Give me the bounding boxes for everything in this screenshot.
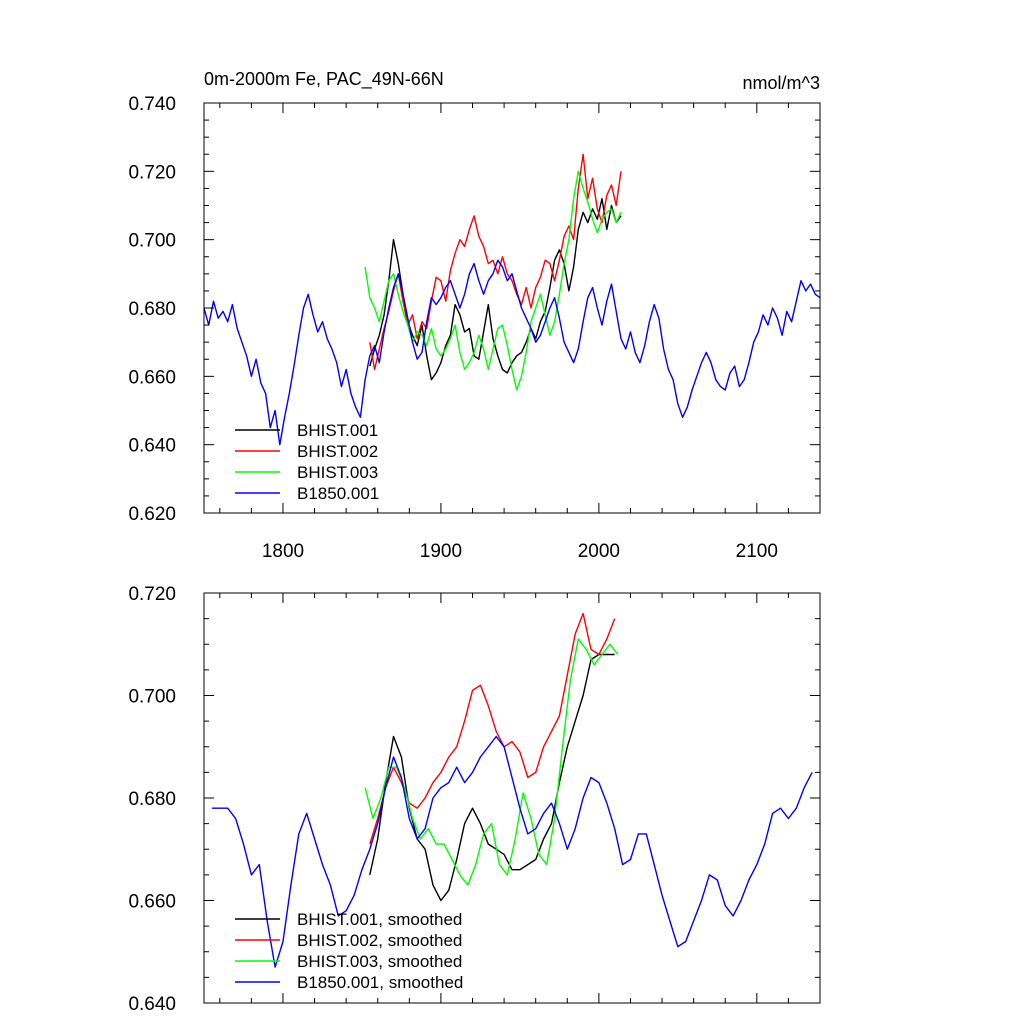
y-tick-label: 0.720	[128, 584, 176, 605]
legend-label-2: BHIST.002	[297, 442, 378, 461]
legend-label-4: B1850.001	[297, 484, 379, 503]
legend-label-1: BHIST.001	[297, 421, 378, 440]
top-panel: 0m-2000m Fe, PAC_49N-66N nmol/m^3 0.620 0…	[128, 69, 821, 562]
legend-label-3: BHIST.003, smoothed	[297, 952, 462, 971]
x-tick-label: 2000	[578, 541, 620, 562]
y-tick-label: 0.720	[128, 162, 176, 183]
series-group	[204, 153, 820, 446]
series-line-4	[204, 259, 820, 446]
y-tick-label: 0.680	[128, 299, 176, 320]
legend-label-4: B1850.001, smoothed	[297, 973, 463, 992]
x-tick-label: 1900	[420, 541, 462, 562]
y-tick-label: 0.640	[128, 436, 176, 457]
series-line-3	[364, 638, 619, 886]
chart-title: 0m-2000m Fe, PAC_49N-66N	[204, 69, 444, 90]
y-tick-label: 0.700	[128, 687, 176, 708]
legend: BHIST.001 BHIST.002 BHIST.003 B1850.001	[235, 421, 379, 503]
legend-label-3: BHIST.003	[297, 463, 378, 482]
series-line-2	[369, 612, 616, 845]
legend-label-2: BHIST.002, smoothed	[297, 931, 462, 950]
x-tick-label: 2100	[736, 541, 778, 562]
series-group	[211, 612, 813, 968]
series-line-4	[211, 735, 813, 968]
series-line-3	[364, 170, 622, 391]
units-label: nmol/m^3	[743, 73, 820, 93]
legend-label-1: BHIST.001, smoothed	[297, 910, 462, 929]
y-tick-label: 0.660	[128, 367, 176, 388]
y-tick-label: 0.620	[128, 504, 176, 525]
bottom-panel: 0.640 0.660 0.680 0.700 0.720 BHIST.001, smoo…	[128, 584, 821, 1015]
y-tick-label: 0.640	[128, 994, 176, 1015]
y-tick-label: 0.680	[128, 789, 176, 810]
y-tick-label: 0.700	[128, 231, 176, 252]
series-line-1	[369, 198, 622, 381]
y-tick-label: 0.660	[128, 892, 176, 913]
y-tick-label: 0.740	[128, 94, 176, 115]
legend: BHIST.001, smoothed BHIST.002, smoothed BH…	[235, 910, 463, 992]
series-line-1	[369, 653, 615, 902]
x-tick-label: 1800	[262, 541, 304, 562]
